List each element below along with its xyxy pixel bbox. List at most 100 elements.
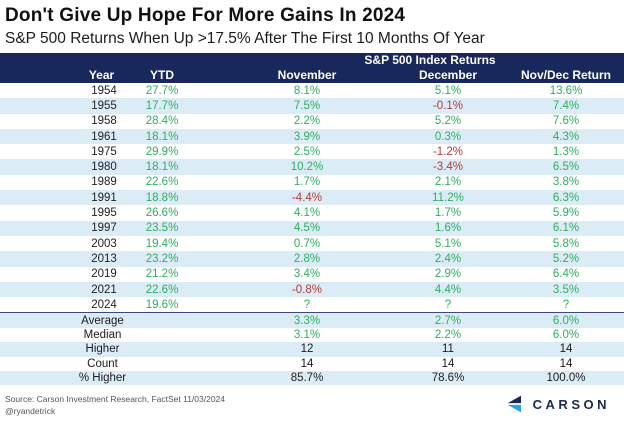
value-cell: 0.7% [293, 237, 321, 250]
group-header-row: S&P 500 Index Returns [0, 53, 624, 68]
value-cell: ? [444, 298, 452, 311]
value-cell: 1.6% [434, 222, 462, 235]
value-cell: -1.2% [432, 145, 464, 158]
value-cell: 2.2% [293, 115, 321, 128]
year-cell: 2013 [91, 252, 117, 265]
carson-wordmark: CARSON [532, 396, 610, 412]
summary-value-cell: 14 [441, 357, 455, 370]
summary-value-cell: 3.3% [293, 314, 321, 327]
value-cell: 1.7% [293, 176, 321, 189]
value-cell: 23.5% [145, 222, 179, 235]
table-row-1989: 1989 22.6% 1.7% 2.1% 3.8% [0, 175, 624, 190]
value-cell: 7.5% [293, 99, 321, 112]
value-cell: 28.4% [145, 115, 179, 128]
summary-row: Higher 12 11 14 [0, 342, 624, 357]
summary-value-cell: 85.7% [290, 372, 324, 385]
value-cell: 3.9% [293, 130, 321, 143]
value-cell: 19.4% [145, 237, 179, 250]
year-cell: 1980 [91, 161, 117, 174]
table-row-2024: 2024 19.6%??? [0, 297, 624, 312]
value-cell: 19.6% [145, 298, 179, 311]
value-cell: 4.1% [293, 207, 321, 220]
table-row-2021: 2021 22.6% -0.8% 4.4% 3.5% [0, 281, 624, 298]
table-row-2013: 2013 23.2% 2.8% 2.4% 5.2% [0, 251, 624, 267]
column-header-december: December [418, 68, 478, 82]
returns-table: S&P 500 Index Returns Year YTD November … [0, 53, 624, 386]
value-cell: 6.5% [552, 161, 580, 174]
value-cell: 6.4% [552, 268, 580, 281]
value-cell: 3.5% [552, 283, 580, 296]
summary-value-cell: 14 [559, 357, 573, 370]
table-row-2003: 2003 19.4% 0.7% 5.1% 5.8% [0, 236, 624, 251]
value-cell: 4.3% [552, 130, 580, 143]
value-cell: 10.2% [290, 161, 324, 174]
value-cell: 1.3% [552, 145, 580, 158]
value-cell: 2.1% [434, 176, 462, 189]
source-line: Source: Carson Investment Research, Fact… [5, 394, 226, 405]
column-header-novdec: Nov/Dec Return [520, 68, 612, 82]
summary-value-cell: 12 [300, 343, 314, 356]
value-cell: 5.2% [434, 115, 462, 128]
table-row-1955: 1955 17.7% 7.5% -0.1% 7.4% [0, 98, 624, 114]
year-cell: 2021 [91, 283, 117, 296]
year-cell: 1954 [91, 84, 117, 97]
summary-row: % Higher 85.7% 78.6% 100.0% [0, 371, 624, 386]
value-cell: 5.1% [434, 237, 462, 250]
carson-logo: CARSON [503, 394, 610, 414]
summary-row: Average 3.3% 2.7% 6.0% [0, 313, 624, 328]
summary-value-cell: 2.2% [434, 329, 462, 342]
value-cell: -0.8% [291, 283, 323, 296]
value-cell: -0.1% [432, 99, 464, 112]
value-cell: 26.6% [145, 207, 179, 220]
table-row-1980: 1980 18.1% 10.2% -3.4% 6.5% [0, 159, 624, 175]
value-cell: 29.9% [145, 145, 179, 158]
column-header-november: November [277, 68, 337, 82]
summary-label: Count [87, 357, 118, 370]
summary-value-cell: 6.0% [552, 314, 580, 327]
value-cell: 18.1% [145, 161, 179, 174]
summary-value-cell: 3.1% [293, 329, 321, 342]
value-cell: 2.9% [434, 268, 462, 281]
value-cell: 6.1% [552, 222, 580, 235]
table-row-1997: 1997 23.5% 4.5% 1.6% 6.1% [0, 220, 624, 236]
footer: Source: Carson Investment Research, Fact… [0, 394, 624, 417]
value-cell: 7.6% [552, 115, 580, 128]
column-header-year: Year [88, 68, 115, 82]
value-cell: 18.1% [145, 130, 179, 143]
group-header-spacer [0, 53, 191, 68]
value-cell: -4.4% [291, 191, 323, 204]
value-cell: 18.8% [145, 191, 179, 204]
value-cell: 3.8% [552, 176, 580, 189]
column-header-row: Year YTD November December Nov/Dec Retur… [0, 68, 624, 83]
table-body: 1954 27.7% 8.1% 5.1% 13.6% 1955 17.7% 7.5% -0.1%… [0, 83, 624, 312]
summary-row: Median 3.1% 2.2% 6.0% [0, 328, 624, 342]
value-cell: 7.4% [552, 99, 580, 112]
value-cell: ? [562, 298, 570, 311]
summary-label: Median [83, 329, 122, 342]
year-cell: 1991 [91, 191, 117, 204]
value-cell: 11.2% [432, 191, 464, 204]
value-cell: 4.5% [293, 222, 321, 235]
value-cell: 5.8% [552, 237, 580, 250]
summary-value-cell: 14 [300, 357, 314, 370]
value-cell: 6.3% [552, 191, 580, 204]
value-cell: 2.4% [434, 252, 462, 265]
year-cell: 2003 [91, 237, 117, 250]
table-summary: Average 3.3% 2.7% 6.0% Median 3.1% 2.2% 6.0% Hig… [0, 312, 624, 386]
year-cell: 1961 [91, 130, 117, 143]
source-note: Source: Carson Investment Research, Fact… [5, 394, 225, 417]
author-handle: @ryandetrick [5, 405, 56, 416]
table-header: S&P 500 Index Returns Year YTD November … [0, 53, 624, 83]
value-cell: 21.2% [145, 268, 179, 281]
year-cell: 1958 [91, 115, 117, 128]
table-row-1961: 1961 18.1% 3.9% 0.3% 4.3% [0, 128, 624, 145]
value-cell: 8.1% [293, 84, 321, 97]
value-cell: ? [303, 298, 311, 311]
year-cell: 1989 [91, 176, 117, 189]
table-row-1995: 1995 26.6% 4.1% 1.7% 5.9% [0, 205, 624, 220]
year-cell: 1997 [91, 222, 117, 235]
summary-value-cell: 14 [559, 343, 573, 356]
value-cell: 5.2% [552, 252, 580, 265]
table-row-1991: 1991 18.8% -4.4% 11.2% 6.3% [0, 190, 624, 206]
value-cell: 23.2% [145, 252, 179, 265]
